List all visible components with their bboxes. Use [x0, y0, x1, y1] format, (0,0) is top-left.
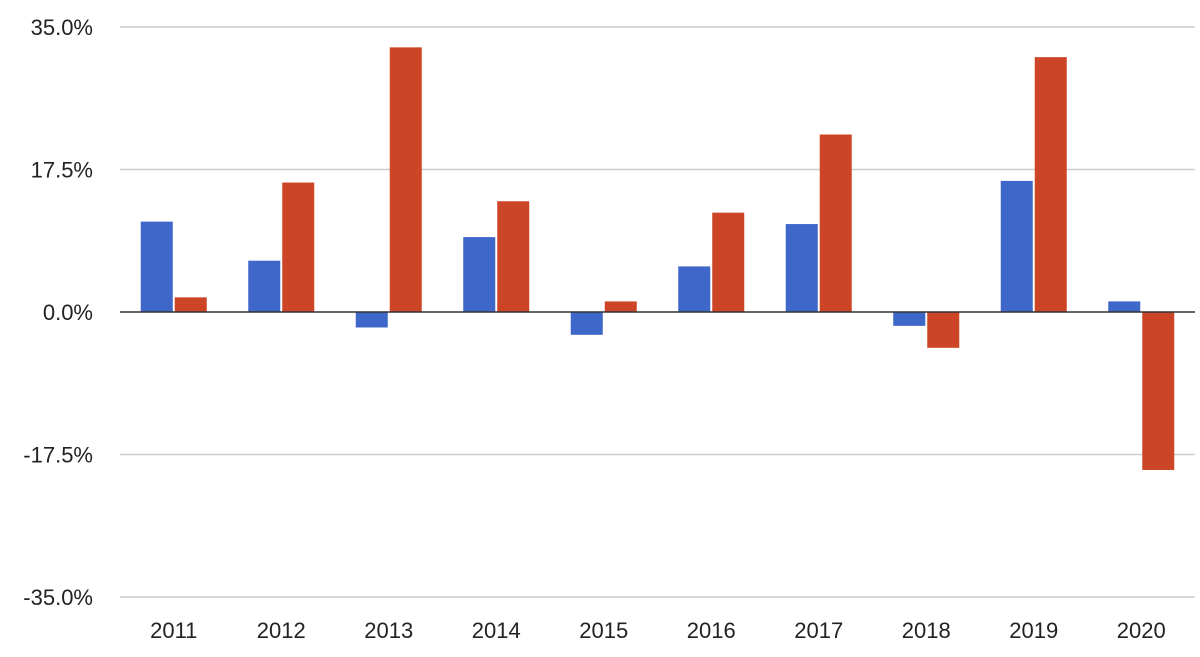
bar-2014-series-1 — [463, 237, 496, 312]
bar-2017-series-1 — [785, 224, 818, 312]
grid-lines — [120, 26, 1195, 598]
y-tick-label: -17.5% — [23, 443, 93, 468]
x-tick-label: 2020 — [1117, 618, 1166, 643]
y-tick-label: -35.0% — [23, 585, 93, 610]
bar-2012-series-2 — [282, 182, 315, 312]
x-tick-label: 2012 — [257, 618, 306, 643]
x-tick-label: 2019 — [1009, 618, 1058, 643]
bar-2013-series-1 — [355, 312, 388, 328]
bar-2015-series-1 — [570, 312, 603, 335]
bar-2018-series-1 — [893, 312, 926, 326]
bar-2011-series-2 — [174, 297, 207, 312]
y-tick-label: 17.5% — [31, 158, 93, 183]
bar-2020-series-2 — [1142, 312, 1175, 470]
x-tick-label: 2013 — [364, 618, 413, 643]
bar-2019-series-2 — [1034, 57, 1067, 312]
y-tick-label: 35.0% — [31, 15, 93, 40]
bar-2012-series-1 — [248, 260, 281, 312]
y-tick-label: 0.0% — [43, 300, 93, 325]
bar-2015-series-2 — [604, 301, 637, 312]
x-tick-label: 2017 — [794, 618, 843, 643]
x-tick-label: 2011 — [150, 618, 197, 643]
y-axis-tick-labels: 35.0% 17.5% 0.0% -17.5% -35.0% — [23, 15, 93, 610]
bar-2011-series-1 — [140, 221, 173, 312]
bar-2020-series-1 — [1108, 301, 1141, 312]
x-tick-label: 2014 — [472, 618, 521, 643]
x-axis-tick-labels: 2011 2012 2013 2014 2015 2016 2017 2018 2019 2020 — [150, 618, 1166, 643]
bar-2013-series-2 — [389, 47, 422, 312]
bars — [140, 47, 1175, 470]
bar-2019-series-1 — [1000, 180, 1033, 312]
bar-2016-series-1 — [678, 266, 711, 312]
x-tick-label: 2015 — [579, 618, 628, 643]
bar-2018-series-2 — [927, 312, 960, 348]
bar-2017-series-2 — [819, 134, 852, 312]
x-tick-label: 2018 — [902, 618, 951, 643]
bar-2014-series-2 — [497, 201, 530, 312]
x-tick-label: 2016 — [687, 618, 736, 643]
bar-2016-series-2 — [712, 212, 745, 312]
